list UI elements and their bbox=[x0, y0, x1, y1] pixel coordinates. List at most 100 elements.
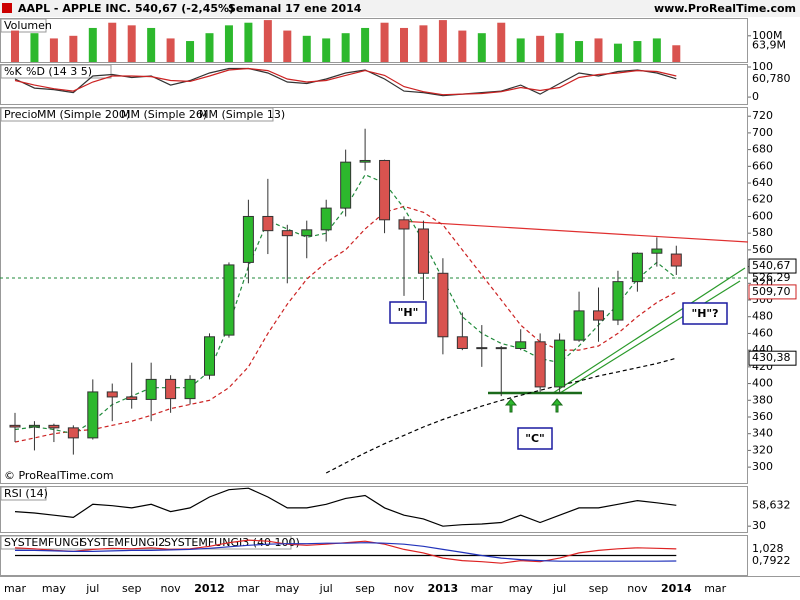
x-tick-label: may bbox=[509, 582, 533, 595]
candle-body bbox=[184, 378, 196, 400]
y-tick-label: 0 bbox=[752, 90, 759, 103]
sf1-label: SYSTEMFUNGI bbox=[4, 536, 82, 549]
value-label: 1,028 bbox=[752, 542, 784, 555]
y-tick-label: 620 bbox=[752, 193, 773, 206]
y-tick-label: 680 bbox=[752, 143, 773, 156]
y-tick-label: 300 bbox=[752, 460, 773, 473]
y-tick-label: 30 bbox=[752, 519, 766, 532]
x-tick-label: 2014 bbox=[661, 582, 692, 595]
volume-bar bbox=[49, 38, 58, 62]
volume-bar bbox=[302, 35, 311, 62]
candle-body bbox=[359, 159, 371, 163]
x-tick-label: jul bbox=[85, 582, 99, 595]
candle-body bbox=[417, 228, 429, 274]
x-tick-label: nov bbox=[627, 582, 648, 595]
annotation: "H"? bbox=[691, 307, 718, 320]
volume-bar bbox=[652, 38, 661, 62]
volume-bar bbox=[672, 45, 681, 62]
volume-bar bbox=[536, 35, 545, 62]
x-tick-label: 2013 bbox=[428, 582, 459, 595]
moving-average bbox=[325, 357, 677, 474]
volume-bar bbox=[166, 38, 175, 62]
candle-body bbox=[67, 427, 79, 439]
last-change: 540,67 (-2,45%) bbox=[135, 2, 234, 15]
ma13-label: MM (Simple 13) bbox=[199, 108, 285, 121]
value-label: 509,70 bbox=[752, 285, 791, 298]
candle-body bbox=[437, 272, 449, 338]
volume-bar bbox=[127, 25, 136, 62]
candle-body bbox=[340, 161, 352, 209]
stoch-d-label: %D (14 3 5) bbox=[26, 65, 92, 78]
candle-body bbox=[612, 281, 624, 321]
ma200-label: MM (Simple 200) bbox=[37, 108, 130, 121]
volume-bar bbox=[283, 30, 292, 62]
x-tick-label: sep bbox=[355, 582, 374, 595]
candle-body bbox=[651, 248, 663, 254]
x-tick-label: nov bbox=[394, 582, 415, 595]
volume-bar bbox=[594, 38, 603, 62]
volume-bar bbox=[438, 20, 447, 62]
y-tick-label: 600 bbox=[752, 209, 773, 222]
volume-bar bbox=[633, 41, 642, 62]
candle-body bbox=[456, 336, 468, 349]
stoch-line bbox=[14, 67, 677, 96]
x-tick-label: mar bbox=[4, 582, 26, 595]
stoch-line bbox=[14, 67, 677, 97]
candle-body bbox=[398, 219, 410, 230]
value-label: 526,29 bbox=[752, 271, 791, 284]
candle-body bbox=[223, 264, 235, 336]
candle-body bbox=[106, 391, 118, 398]
candle-body bbox=[262, 215, 274, 232]
candle-body bbox=[301, 229, 313, 237]
volume-bar bbox=[361, 27, 370, 62]
x-tick-label: mar bbox=[237, 582, 259, 595]
price-label: Precio bbox=[4, 108, 38, 121]
x-tick-label: may bbox=[275, 582, 299, 595]
rsi-line bbox=[14, 487, 677, 527]
volume-bar bbox=[263, 20, 272, 62]
y-tick-label: 320 bbox=[752, 443, 773, 456]
header-bar bbox=[0, 0, 800, 17]
candle-body bbox=[204, 336, 215, 376]
y-tick-label: 700 bbox=[752, 126, 773, 139]
candle-body bbox=[515, 341, 527, 349]
volume-bar bbox=[575, 41, 584, 62]
y-tick-label: 100M bbox=[752, 29, 783, 42]
volume-bar bbox=[244, 22, 253, 62]
x-tick-label: mar bbox=[471, 582, 493, 595]
y-tick-label: 380 bbox=[752, 393, 773, 406]
volume-bar bbox=[341, 33, 350, 62]
value-label: 0,7922 bbox=[752, 554, 791, 567]
candle-body bbox=[534, 341, 546, 388]
period: Semanal 17 ene 2014 bbox=[228, 2, 362, 15]
annotation: "H" bbox=[398, 306, 419, 319]
y-tick-label: 100 bbox=[752, 60, 773, 73]
y-tick-label: 580 bbox=[752, 226, 773, 239]
volume-bar bbox=[497, 22, 506, 62]
candle-body bbox=[165, 378, 177, 400]
candle-body bbox=[631, 252, 643, 283]
x-tick-label: sep bbox=[589, 582, 608, 595]
candle-body bbox=[476, 347, 488, 350]
value-box bbox=[748, 284, 797, 300]
x-tick-label: may bbox=[42, 582, 66, 595]
y-tick-label: 340 bbox=[752, 427, 773, 440]
value-box bbox=[748, 258, 797, 274]
candle-body bbox=[379, 159, 391, 221]
header-icon bbox=[2, 3, 12, 13]
y-tick-label: 480 bbox=[752, 310, 773, 323]
value-label: 58,632 bbox=[752, 498, 791, 511]
volume-bar bbox=[224, 25, 233, 62]
volume-label: Volumen bbox=[4, 19, 52, 32]
annotation: "C" bbox=[525, 432, 545, 445]
y-tick-label: 660 bbox=[752, 159, 773, 172]
candle-body bbox=[593, 310, 604, 321]
candle-body bbox=[320, 207, 332, 231]
x-tick-label: nov bbox=[160, 582, 181, 595]
panel-labels: Volumen %K %D (14 3 5) Precio MM (Simple… bbox=[0, 18, 300, 550]
volume-bar bbox=[400, 27, 408, 62]
value-box bbox=[748, 350, 797, 366]
y-tick-label: 640 bbox=[752, 176, 773, 189]
volume-bar bbox=[147, 27, 156, 62]
